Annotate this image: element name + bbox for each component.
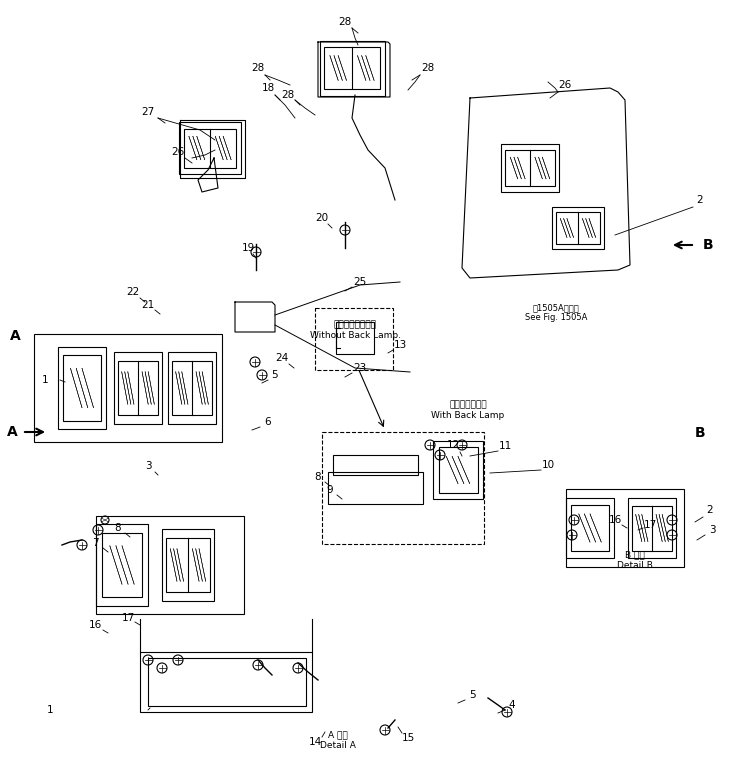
Text: A 詳細: A 詳細 [328,731,348,740]
Bar [34,334,222,442]
Bar [433,441,483,499]
Text: 25: 25 [354,277,366,287]
Bar [333,455,418,475]
Bar [96,524,148,606]
Text: 9: 9 [327,485,334,495]
Text: Detail B: Detail B [617,561,653,570]
Text: 前1505A図参照: 前1505A図参照 [533,304,580,312]
Text: 2: 2 [707,505,713,515]
Bar [63,355,101,421]
Text: Detail A: Detail A [320,741,356,750]
Text: 26: 26 [172,147,184,157]
Text: 16: 16 [88,620,102,630]
Bar [96,516,244,614]
Bar [566,498,614,558]
Bar [501,144,559,192]
Text: 4: 4 [509,700,516,710]
Text: 7: 7 [91,538,98,548]
Text: 16: 16 [609,515,622,525]
Bar [556,212,600,244]
Bar [505,150,555,186]
Bar [571,504,609,551]
Text: 23: 23 [354,363,366,373]
Bar [336,322,374,354]
Text: 18: 18 [262,83,275,93]
Bar [632,505,672,551]
Bar [322,432,484,544]
Text: A: A [7,425,17,439]
Bar [172,361,212,415]
Text: 10: 10 [542,460,554,470]
Text: 28: 28 [421,63,435,73]
Text: 28: 28 [282,90,295,100]
Text: 19: 19 [241,243,255,253]
Text: バックランプなし: バックランプなし [334,321,377,329]
Text: 12: 12 [447,440,460,450]
Text: 3: 3 [145,461,152,471]
Bar [184,128,236,168]
Text: 2: 2 [697,195,704,205]
Text: 26: 26 [559,80,571,90]
Text: See Fig. 1505A: See Fig. 1505A [525,314,587,322]
Text: 27: 27 [141,107,155,117]
Text: 3: 3 [709,525,716,535]
Bar [566,489,684,567]
Text: 14: 14 [308,737,322,747]
Bar [315,308,393,370]
Text: 20: 20 [316,213,328,223]
Bar [328,472,423,504]
Text: B 詳細: B 詳細 [625,551,645,560]
Bar [438,448,478,493]
Text: 21: 21 [141,300,155,310]
Bar [162,529,214,601]
Bar [179,122,241,174]
Text: 8: 8 [315,472,321,482]
Bar [140,652,312,712]
Text: 22: 22 [126,287,140,297]
Bar [148,658,306,706]
Bar [319,41,384,95]
Text: 1: 1 [42,375,48,385]
Text: 1: 1 [47,705,53,715]
Text: 15: 15 [401,733,415,743]
Text: 17: 17 [643,520,657,530]
Bar [114,352,162,424]
Bar [117,361,158,415]
Bar [166,538,210,592]
Text: B: B [695,426,705,440]
Text: 24: 24 [276,353,288,363]
Text: 28: 28 [251,63,265,73]
Text: B: B [703,238,713,252]
Text: 5: 5 [272,370,279,380]
Bar [552,207,604,249]
Text: With Back Lamp: With Back Lamp [432,411,504,420]
Text: 6: 6 [265,417,271,427]
Bar [325,48,380,88]
Bar [102,533,142,597]
Bar [628,498,676,558]
Bar [168,352,216,424]
Text: Without Back Lamp.: Without Back Lamp. [310,331,400,339]
Text: バックランプ付: バックランプ付 [450,401,487,410]
Text: A: A [10,329,20,343]
Text: 11: 11 [499,441,512,451]
Text: 13: 13 [393,340,406,350]
Text: 8: 8 [114,523,121,533]
Bar [58,347,106,429]
Text: 5: 5 [469,690,476,700]
Text: 17: 17 [121,613,134,623]
Text: 28: 28 [338,17,351,27]
